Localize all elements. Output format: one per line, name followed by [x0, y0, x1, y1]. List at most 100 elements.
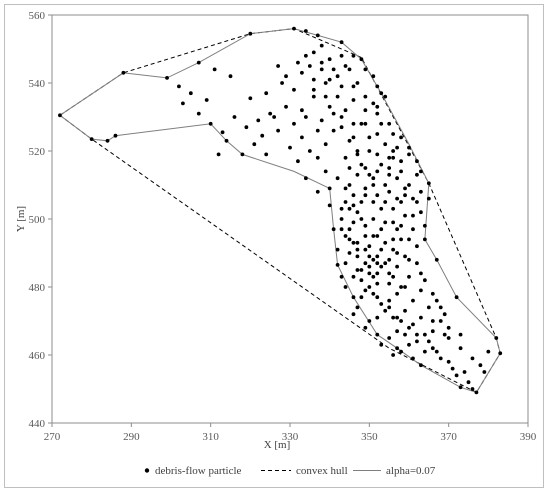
particle-point [339, 115, 344, 119]
particle-point [300, 70, 304, 75]
particle-point [415, 244, 419, 249]
particle-point [327, 186, 332, 191]
particle-point [347, 237, 352, 242]
legend-marker-particle [144, 468, 150, 473]
particle-point [399, 159, 403, 164]
particle-point [331, 227, 336, 232]
particle-point [395, 346, 399, 351]
particle-point [411, 213, 415, 218]
particle-point [327, 203, 332, 208]
particle-point [307, 149, 312, 153]
particle-point [355, 81, 360, 85]
particle-point [371, 257, 376, 262]
particle-point [347, 227, 352, 232]
particle-point [395, 227, 399, 232]
particle-point [181, 101, 185, 106]
particle-point [422, 237, 427, 242]
particle-point [339, 227, 344, 232]
particle-point [315, 155, 320, 160]
particle-point [434, 298, 439, 303]
particle-point [391, 247, 396, 252]
particle-point [379, 91, 384, 96]
particle-point [347, 183, 352, 187]
particle-point [419, 189, 423, 194]
particle-point [363, 121, 368, 126]
particle-point [430, 291, 435, 296]
particle-point [434, 257, 439, 262]
particle-point [395, 251, 399, 255]
particle-point [407, 274, 411, 279]
particle-point [407, 257, 411, 262]
particle-point [462, 370, 467, 374]
particle-point [359, 217, 364, 221]
particle-point [359, 121, 364, 126]
particle-point [367, 244, 372, 249]
x-tick-label: 390 [520, 431, 537, 443]
particle-point [363, 288, 368, 293]
particle-point [300, 108, 304, 113]
particle-point [89, 137, 94, 142]
particle-point [383, 183, 388, 187]
particle-point [375, 271, 380, 276]
particle-point [367, 264, 372, 269]
particle-point [351, 274, 356, 279]
particle-point [339, 40, 344, 45]
particle-point [335, 263, 340, 267]
x-tick-label: 350 [361, 431, 378, 443]
particle-point [446, 336, 451, 340]
particle-point [303, 53, 308, 58]
particle-point [387, 166, 392, 170]
plot-area-border [51, 14, 529, 424]
particle-point [375, 169, 380, 174]
particle-point [399, 319, 403, 323]
particle-point [327, 104, 332, 109]
particle-point [470, 387, 475, 391]
particle-point [375, 152, 380, 157]
particle-point [387, 271, 392, 276]
particle-point [355, 152, 360, 157]
particle-point [339, 206, 344, 211]
particle-point [403, 308, 407, 313]
particle-point [212, 67, 217, 72]
particle-point [399, 135, 403, 140]
particle-point [383, 94, 388, 99]
particle-point [375, 84, 380, 89]
particle-point [498, 351, 503, 356]
particle-point [387, 336, 392, 340]
particle-point [371, 200, 376, 204]
particle-point [387, 257, 392, 262]
particle-point [311, 50, 316, 55]
particle-point [395, 315, 399, 320]
series-lines [59, 28, 501, 394]
particle-point [387, 172, 392, 177]
particle-point [399, 169, 403, 174]
particle-point [323, 94, 328, 99]
particle-point [486, 349, 491, 354]
particle-point [415, 332, 419, 337]
particle-point [319, 60, 324, 65]
particle-point [311, 87, 316, 92]
particle-point [351, 121, 356, 126]
legend: debris-flow particle convex hull alpha=0… [144, 465, 436, 477]
particle-point [403, 285, 407, 289]
particle-point [359, 278, 364, 283]
particle-point [442, 312, 447, 317]
particle-point [422, 223, 427, 228]
particle-point [351, 220, 356, 225]
y-tick-label: 520 [29, 146, 46, 158]
particle-point [422, 278, 427, 283]
particle-point [411, 298, 415, 303]
particle-point [466, 380, 471, 385]
particle-point [387, 155, 392, 160]
particle-point [383, 142, 388, 147]
particle-point [399, 285, 403, 289]
particle-point [454, 295, 459, 300]
particle-point [434, 349, 439, 354]
particle-point [419, 363, 423, 368]
particle-point [415, 159, 419, 164]
particle-point [355, 149, 360, 153]
particle-point [379, 264, 384, 269]
particle-point [415, 339, 419, 344]
particle-point [371, 217, 376, 221]
particle-point [343, 234, 348, 238]
